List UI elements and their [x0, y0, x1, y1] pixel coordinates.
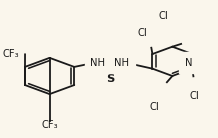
Text: Cl: Cl: [189, 91, 199, 101]
Text: NH: NH: [114, 58, 129, 68]
Text: N: N: [185, 58, 192, 68]
Text: Cl: Cl: [150, 102, 160, 112]
Text: S: S: [106, 74, 114, 84]
Text: NH: NH: [90, 58, 105, 68]
Text: Cl: Cl: [138, 28, 148, 38]
Text: Cl: Cl: [159, 11, 169, 21]
Text: CF₃: CF₃: [41, 120, 58, 130]
Text: CF₃: CF₃: [2, 49, 19, 59]
